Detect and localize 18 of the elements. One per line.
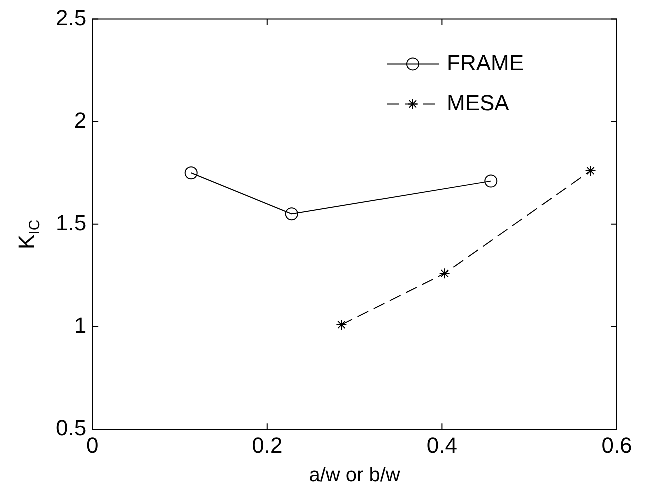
point <box>585 166 596 177</box>
y-tick-label: 1.5 <box>56 210 87 236</box>
x-axis-title: a/w or b/w <box>309 464 401 487</box>
point <box>484 174 498 188</box>
legend-label: FRAME <box>447 50 524 76</box>
y-tick-label: 2 <box>74 108 87 133</box>
point <box>439 268 450 280</box>
point <box>184 166 198 180</box>
y-tick-label: 0.5 <box>56 416 87 441</box>
x-tick-label: 0.2 <box>252 432 283 458</box>
legend-label: MESA <box>447 90 510 116</box>
x-tick-label: 0.4 <box>426 432 458 458</box>
point <box>285 208 298 221</box>
y-tick-label: 1 <box>74 313 87 338</box>
x-tick-label: 0 <box>86 432 99 458</box>
y-tick-label: 2.5 <box>56 5 87 30</box>
x-tick-label: 0.6 <box>602 432 632 458</box>
point <box>336 319 348 330</box>
